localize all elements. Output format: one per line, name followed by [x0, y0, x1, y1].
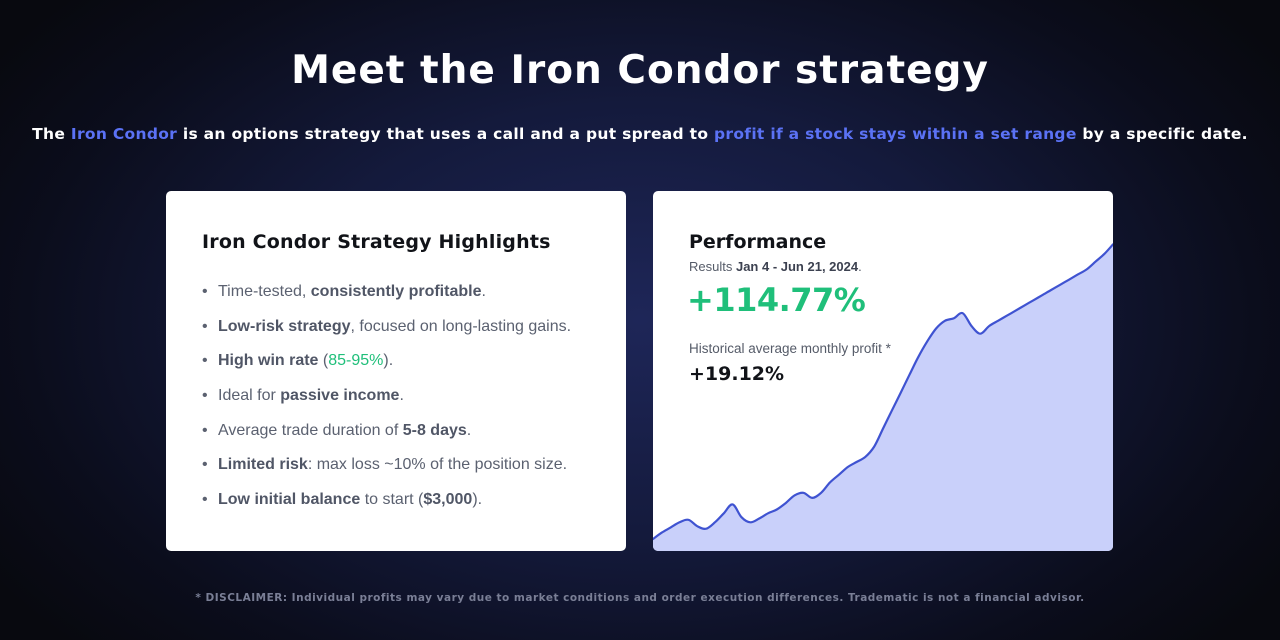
highlight-item: • Low initial balance to start ($3,000).: [202, 483, 571, 518]
highlight-text: Ideal for: [218, 387, 281, 405]
bullet-icon: •: [202, 387, 208, 405]
page-title: Meet the Iron Condor strategy: [291, 48, 989, 93]
bullet-icon: •: [202, 283, 208, 300]
highlight-text: Average trade duration of: [218, 421, 403, 439]
highlight-text: .: [466, 421, 472, 439]
highlight-text: .: [481, 283, 486, 300]
results-period: Results Jan 4 - Jun 21, 2024.: [689, 259, 862, 274]
highlight-bold: Limited risk: [218, 456, 308, 474]
performance-title: Performance: [689, 231, 827, 253]
highlight-bold: Low initial balance: [218, 491, 361, 509]
highlight-text: ).: [383, 352, 394, 370]
highlight-bold: passive income: [280, 387, 400, 405]
highlight-text: .: [399, 387, 404, 405]
subtitle-text: The: [32, 125, 71, 143]
subtitle-text: by a specific date.: [1076, 125, 1248, 143]
bullet-icon: •: [202, 352, 208, 370]
performance-card: Performance Results Jan 4 - Jun 21, 2024…: [653, 191, 1113, 551]
highlight-item: • Low-risk strategy, focused on long-last…: [202, 310, 571, 345]
highlight-text: to start (: [360, 491, 424, 509]
bullet-icon: •: [202, 491, 208, 509]
performance-line: [653, 243, 1113, 541]
total-return-value: +114.77%: [687, 281, 866, 319]
highlights-card: Iron Condor Strategy Highlights • Time-te…: [166, 191, 626, 551]
highlight-text: , focused on long-lasting gains.: [350, 317, 572, 335]
highlight-bold: consistently profitable: [310, 283, 482, 300]
highlight-text: : max loss ~10% of the position size.: [307, 456, 568, 474]
results-prefix: Results: [689, 259, 736, 274]
monthly-profit-value: +19.12%: [689, 363, 785, 385]
highlights-list: • Time-tested, consistently profitable. •…: [202, 275, 571, 518]
results-range: Jan 4 - Jun 21, 2024: [735, 259, 859, 274]
subtitle-accent-term: Iron Condor: [70, 125, 178, 143]
highlight-item: • High win rate (85-95%).: [202, 344, 571, 379]
highlight-item: • Time-tested, consistently profitable.: [202, 275, 571, 310]
highlight-item: • Average trade duration of 5-8 days.: [202, 414, 571, 449]
bullet-icon: •: [202, 421, 208, 439]
win-rate-value: 85-95%: [328, 352, 384, 370]
monthly-profit-label: Historical average monthly profit *: [689, 341, 891, 356]
highlight-bold: $3,000: [423, 491, 473, 509]
disclaimer: * DISCLAIMER: Individual profits may var…: [195, 592, 1085, 604]
results-suffix: .: [858, 259, 862, 274]
highlight-item: • Ideal for passive income.: [202, 379, 571, 414]
bullet-icon: •: [202, 456, 208, 474]
highlight-text: (: [318, 352, 329, 370]
highlight-text: Time-tested,: [218, 283, 311, 300]
highlight-item: • Limited risk: max loss ~10% of the posi…: [202, 448, 571, 483]
highlights-title: Iron Condor Strategy Highlights: [202, 231, 551, 253]
highlight-bold: Low-risk strategy: [218, 317, 351, 335]
bullet-icon: •: [202, 317, 208, 335]
performance-chart: [653, 243, 1113, 551]
page-subtitle: The Iron Condor is an options strategy t…: [0, 125, 1280, 143]
subtitle-accent-phrase: profit if a stock stays within a set ran…: [713, 125, 1077, 143]
highlight-bold: High win rate: [218, 352, 319, 370]
subtitle-text: is an options strategy that uses a call …: [177, 125, 714, 143]
highlight-text: ).: [472, 491, 483, 509]
highlight-bold: 5-8 days: [402, 421, 467, 439]
